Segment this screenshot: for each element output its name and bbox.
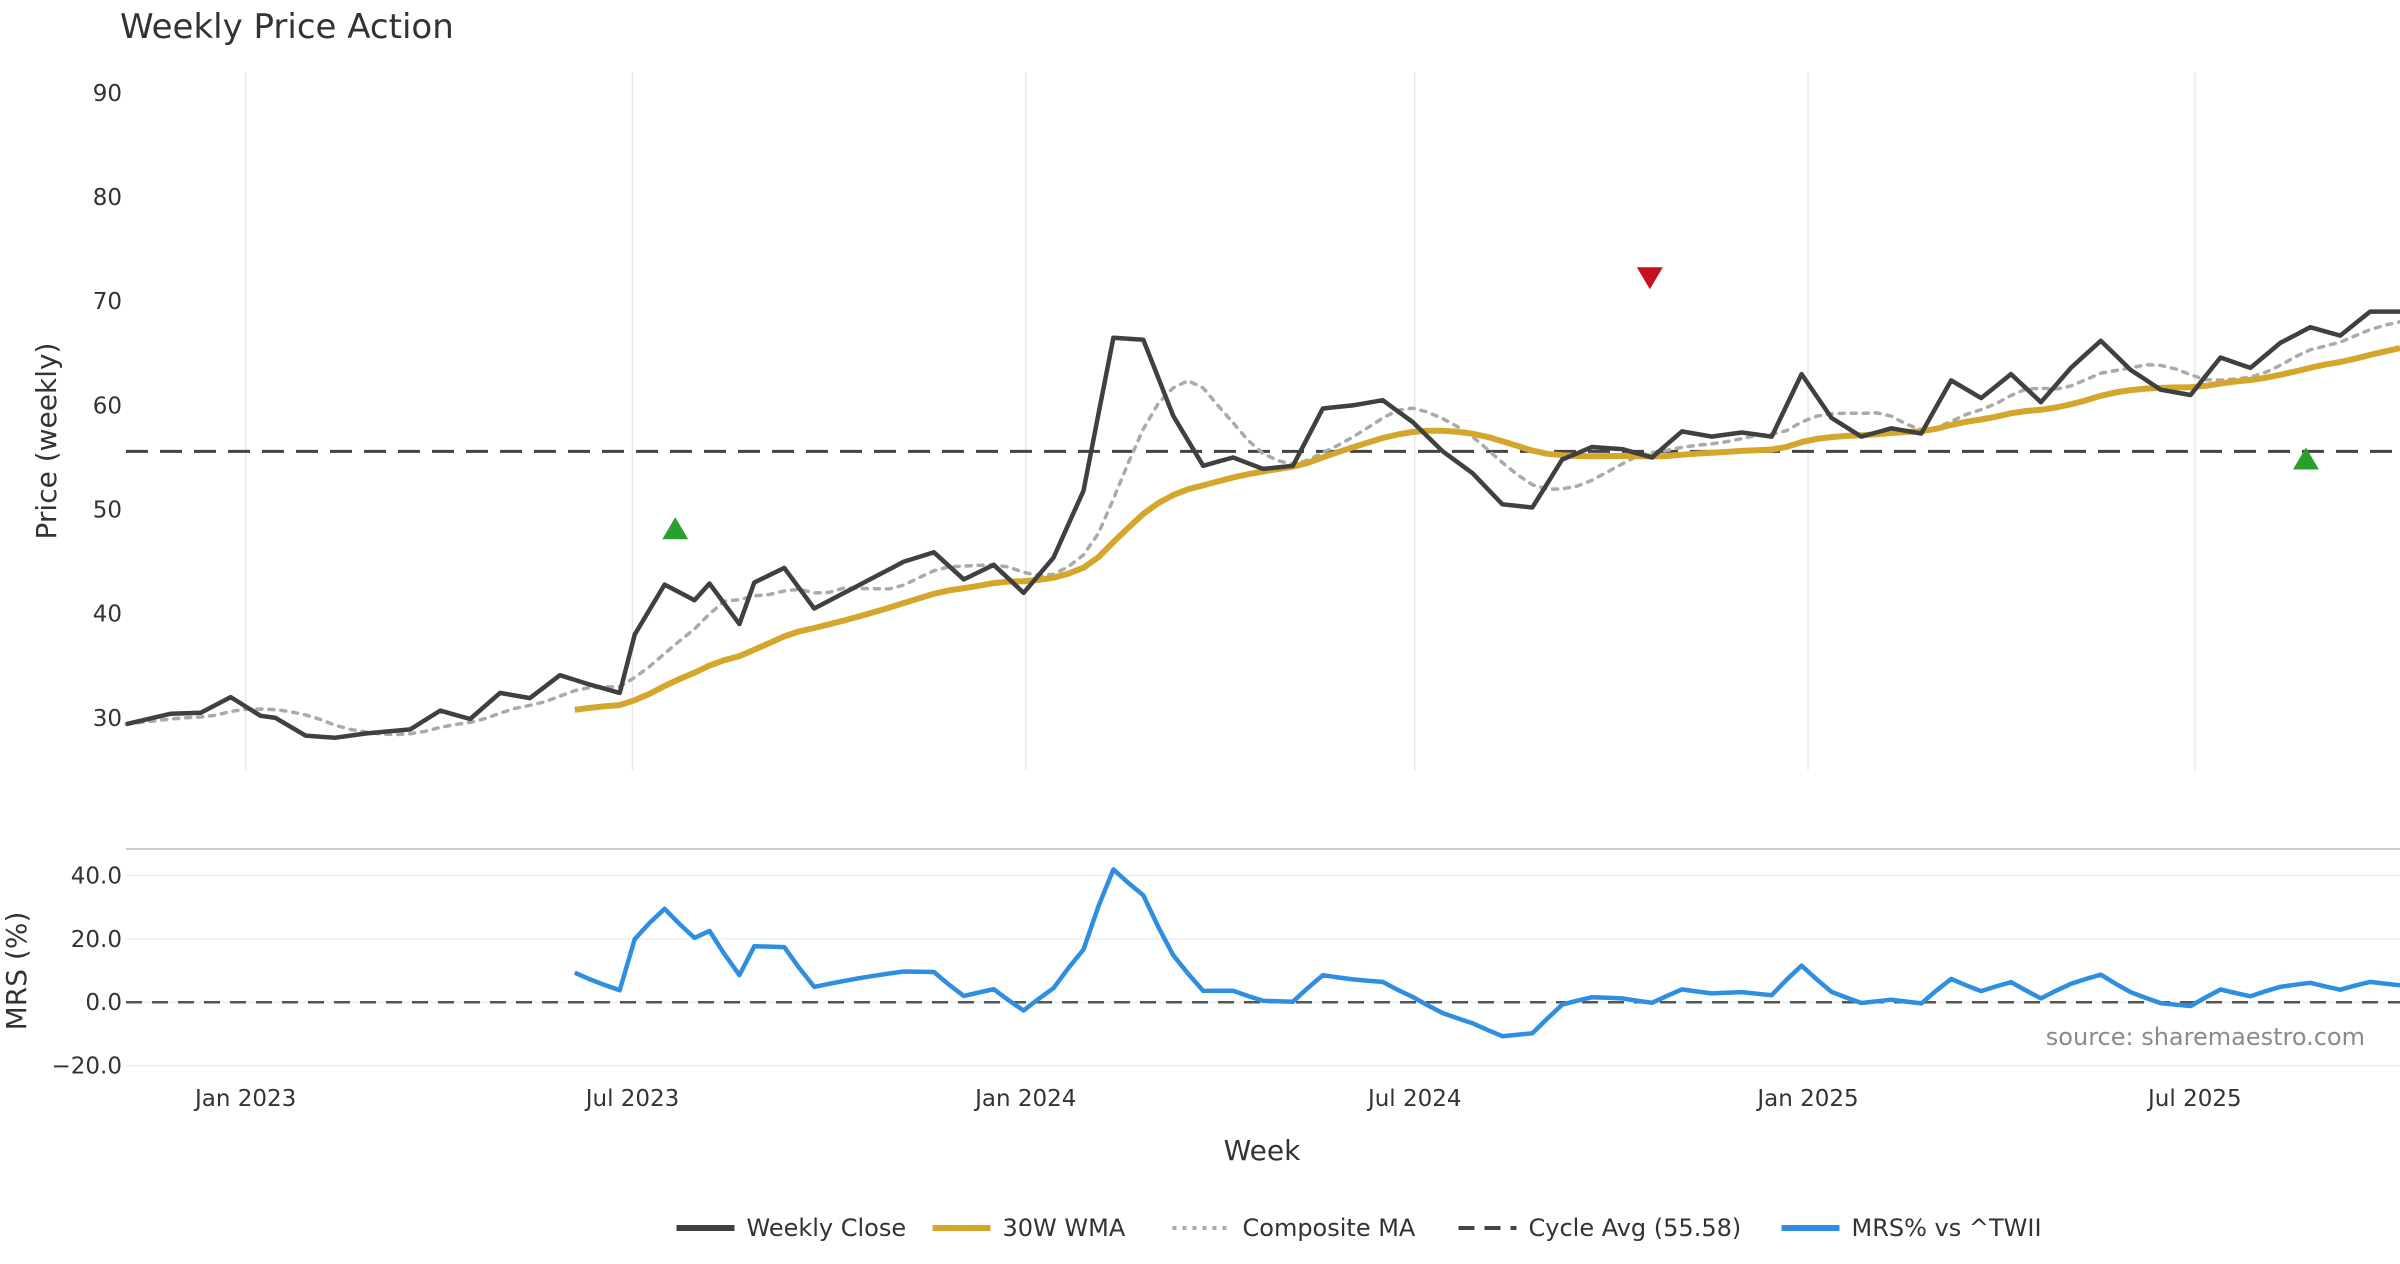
price-y-tick-label: 80 <box>93 185 122 211</box>
legend-label: 30W WMA <box>1003 1214 1126 1242</box>
price-y-tick-label: 40 <box>93 602 122 628</box>
weekly-close-line <box>125 309 2400 740</box>
price-y-tick-label: 60 <box>93 393 122 419</box>
price-y-axis-title: Price (weekly) <box>30 343 63 540</box>
mrs-y-tick-label: 40.0 <box>71 863 122 889</box>
x-tick-label: Jan 2024 <box>973 1086 1076 1112</box>
legend-label: Composite MA <box>1243 1214 1416 1242</box>
x-tick-label: Jul 2024 <box>1366 1086 1462 1112</box>
legend-label: Weekly Close <box>747 1214 907 1242</box>
wma-30w-line <box>574 345 2400 713</box>
price-y-tick-label: 90 <box>93 81 122 107</box>
legend-label: Cycle Avg (55.58) <box>1529 1214 1742 1242</box>
x-tick-label: Jul 2025 <box>2146 1086 2242 1112</box>
legend-label: MRS% vs ^TWII <box>1852 1214 2042 1242</box>
x-axis-title: Week <box>1224 1134 1301 1167</box>
price-y-tick-label: 70 <box>93 289 122 315</box>
source-watermark: source: sharemaestro.com <box>2046 1023 2365 1051</box>
chart-legend: Weekly Close 30W WMA Composite MA Cycle Avg… <box>676 1214 2042 1242</box>
price-panel: 30 40 50 60 70 80 90 Price (weekly) <box>30 72 2400 770</box>
x-tick-label: Jan 2025 <box>1755 1086 1858 1112</box>
buy-signal-marker <box>2292 447 2319 470</box>
legend-entry: Cycle Avg (55.58) <box>1458 1214 1742 1242</box>
composite-ma-line <box>124 320 2400 737</box>
mrs-y-tick-label: 20.0 <box>71 927 122 953</box>
chart-title: Weekly Price Action <box>120 7 454 47</box>
x-tick-label: Jul 2023 <box>584 1086 680 1112</box>
legend-entry: Composite MA <box>1172 1214 1416 1242</box>
mrs-line <box>573 867 2400 1039</box>
mrs-y-axis-title: MRS (%) <box>0 912 33 1031</box>
legend-entry: 30W WMA <box>932 1214 1126 1242</box>
mrs-y-tick-label: −20.0 <box>52 1054 122 1080</box>
price-y-tick-label: 50 <box>93 498 122 524</box>
price-y-tick-label: 30 <box>93 706 122 732</box>
buy-signal-marker <box>662 517 689 540</box>
x-tick-label: Jan 2023 <box>193 1086 296 1112</box>
mrs-y-tick-label: 0.0 <box>85 990 122 1016</box>
mrs-panel: 40.0 20.0 0.0 −20.0 MRS (%) source: sharemaes… <box>0 848 2400 1080</box>
legend-entry: MRS% vs ^TWII <box>1781 1214 2042 1242</box>
legend-entry: Weekly Close <box>676 1214 907 1242</box>
sell-signal-marker <box>1636 267 1663 290</box>
